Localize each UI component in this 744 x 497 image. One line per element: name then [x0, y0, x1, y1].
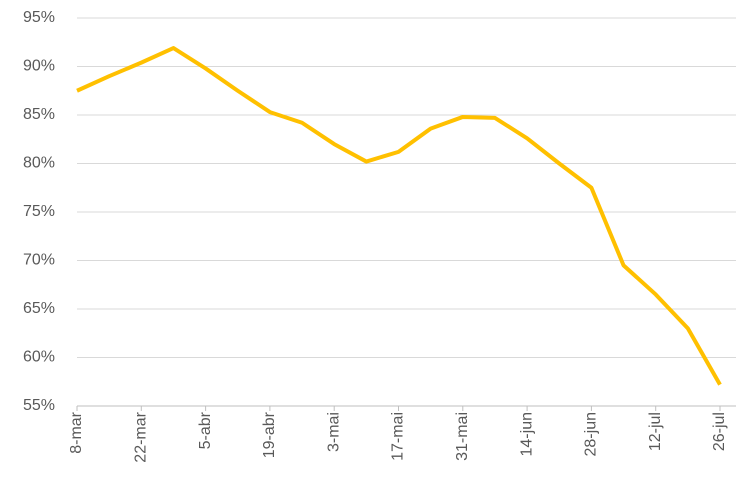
y-tick-label: 80% — [23, 155, 55, 172]
x-tick-label: 19-abr — [261, 411, 278, 458]
line — [76, 46, 722, 386]
y-tick-label: 55% — [23, 397, 55, 414]
y-tick-label: 65% — [23, 300, 55, 317]
x-tick-label: 12-jul — [647, 412, 664, 451]
x-tick-label: 28-jun — [583, 412, 600, 456]
x-tick-label: 14-jun — [518, 412, 535, 456]
x-tick-label: 26-jul — [711, 412, 728, 451]
y-tick-label: 60% — [23, 349, 55, 366]
x-tick-label: 8-mar — [68, 411, 85, 453]
y-tick-label: 70% — [23, 252, 55, 269]
y-tick-label: 75% — [23, 203, 55, 220]
x-tick-label: 5-abr — [197, 411, 214, 449]
x-tick-label: 17-mai — [390, 412, 407, 461]
x-tick-label: 3-mai — [325, 412, 342, 452]
y-tick-label: 90% — [23, 58, 55, 75]
x-tick-label: 31-mai — [454, 412, 471, 461]
x-tick-label: 22-mar — [133, 411, 150, 462]
y-tick-label: 95% — [23, 9, 55, 26]
y-tick-label: 85% — [23, 106, 55, 123]
